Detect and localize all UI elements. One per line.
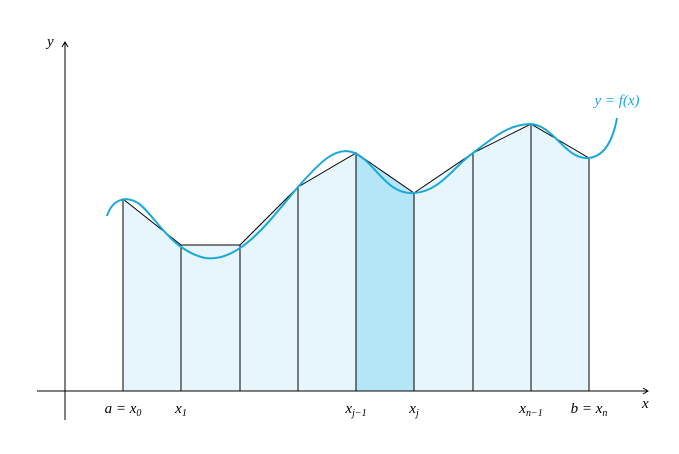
curve-label: y = f(x): [592, 93, 639, 109]
y-axis-label: y: [45, 34, 54, 50]
tick-label-main: x: [344, 401, 352, 417]
tick-labels: a = x0 x1 xj−1 xj xn−1 b = xn: [105, 401, 608, 419]
tick-label-subscript: 1: [182, 408, 187, 419]
tick-label: b = xn: [571, 401, 608, 419]
tick-label-main: x: [408, 401, 416, 417]
tick-label-subscript: j: [414, 408, 419, 419]
tick-label: xn−1: [518, 401, 542, 419]
tick-label-subscript: n−1: [526, 408, 543, 419]
tick-label: x1: [174, 401, 187, 419]
trapezoids: [122, 123, 590, 392]
tick-label-main: x: [518, 401, 526, 417]
tick-label-main: b = x: [571, 401, 603, 417]
tick-label-main: x: [174, 401, 182, 417]
x-axis-label: x: [641, 396, 649, 412]
curve: [106, 117, 618, 260]
tick-label-subscript: j−1: [350, 408, 367, 419]
tick-label-main: a = x: [105, 401, 137, 417]
tick-label-subscript: n: [602, 408, 607, 419]
tick-label: a = x0: [105, 401, 142, 419]
tick-label: xj−1: [344, 401, 366, 419]
tick-label: xj: [408, 401, 419, 419]
tick-label-subscript: 0: [136, 408, 141, 419]
